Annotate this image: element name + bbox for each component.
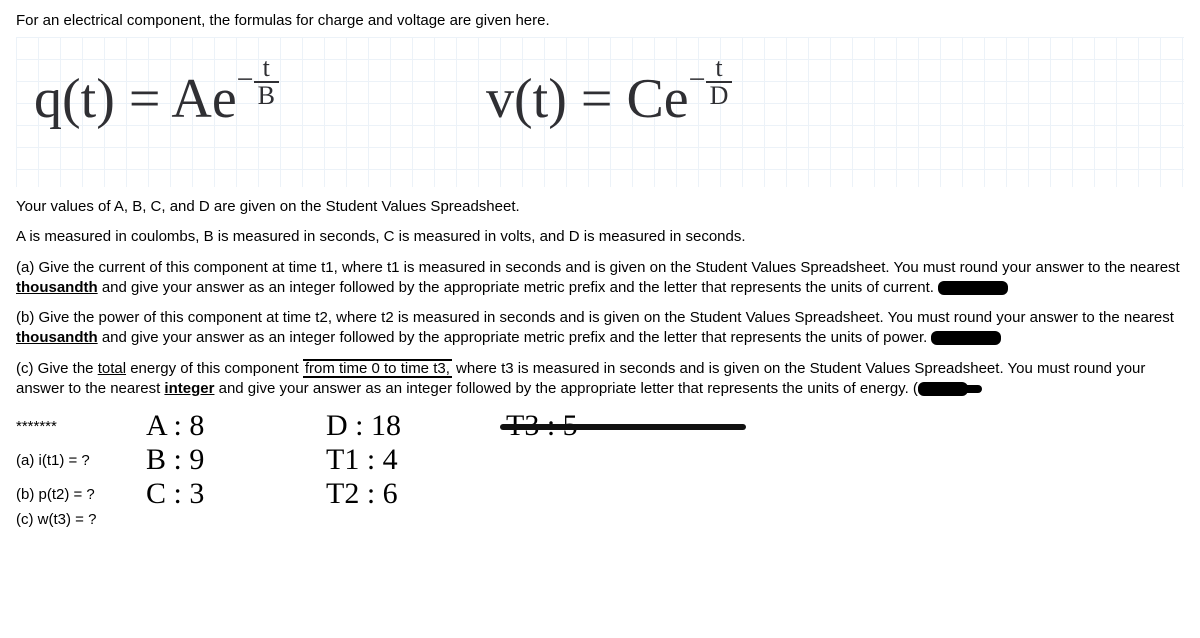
part-c-pre1: (c) Give the [16, 360, 98, 377]
val-T2: T2 : 6 [326, 477, 496, 511]
part-a: (a) Give the current of this component a… [16, 258, 1184, 299]
v-exp: −tD [689, 63, 733, 96]
units-line: A is measured in coulombs, B is measured… [16, 227, 1184, 247]
v-num: t [706, 55, 733, 83]
val-D: D : 18 [326, 409, 496, 443]
part-a-post: and give your answer as an integer follo… [98, 279, 938, 296]
q-lhs: q(t) = [34, 68, 160, 130]
part-c-struck: from time 0 to time t3, [303, 359, 452, 378]
part-c-kw: integer [164, 380, 214, 397]
part-b-post: and give your answer as an integer follo… [98, 329, 932, 346]
q-num: t [254, 55, 279, 83]
val-T3: T3 : 5 [506, 409, 706, 443]
answer-b-label: (b) p(t2) = ? [16, 486, 136, 503]
formula-v: v(t) = Ce−tD [486, 55, 732, 131]
val-C: C : 3 [146, 477, 316, 511]
redaction-icon [918, 382, 968, 396]
q-exp: −tB [237, 63, 279, 96]
val-A: A : 8 [146, 409, 316, 443]
values-line: Your values of A, B, C, and D are given … [16, 197, 1184, 217]
val-T1: T1 : 4 [326, 443, 496, 477]
redaction-icon [931, 331, 1001, 345]
part-a-pre: (a) Give the current of this component a… [16, 259, 1180, 276]
answer-c-label: (c) w(t3) = ? [16, 511, 136, 528]
formula-grid: q(t) = Ae−tB v(t) = Ce−tD [16, 37, 1184, 187]
q-den: B [254, 83, 279, 109]
v-base: e [664, 68, 689, 130]
formula-q: q(t) = Ae−tB [34, 55, 279, 131]
q-neg: − [237, 63, 254, 96]
v-neg: − [689, 63, 706, 96]
q-coef: A [171, 68, 211, 130]
v-coef: C [626, 68, 663, 130]
intro-text: For an electrical component, the formula… [16, 12, 1184, 29]
part-c-total: total [98, 360, 126, 377]
part-b-kw: thousandth [16, 329, 98, 346]
part-c: (c) Give the total energy of this compon… [16, 359, 1184, 400]
part-b-pre: (b) Give the power of this component at … [16, 309, 1174, 326]
values-grid: ******* A : 8 D : 18 T3 : 5 (a) i(t1) = … [16, 409, 1184, 528]
v-den: D [706, 83, 733, 109]
answer-a-label: (a) i(t1) = ? [16, 452, 136, 469]
val-B: B : 9 [146, 443, 316, 477]
part-c-mid: energy of this component [126, 360, 303, 377]
part-c-post2: and give your answer as an integer follo… [214, 380, 917, 397]
part-b: (b) Give the power of this component at … [16, 308, 1184, 349]
part-a-kw: thousandth [16, 279, 98, 296]
stars: ******* [16, 418, 136, 435]
q-base: e [212, 68, 237, 130]
redaction-icon [938, 281, 1008, 295]
v-lhs: v(t) = [486, 68, 612, 130]
